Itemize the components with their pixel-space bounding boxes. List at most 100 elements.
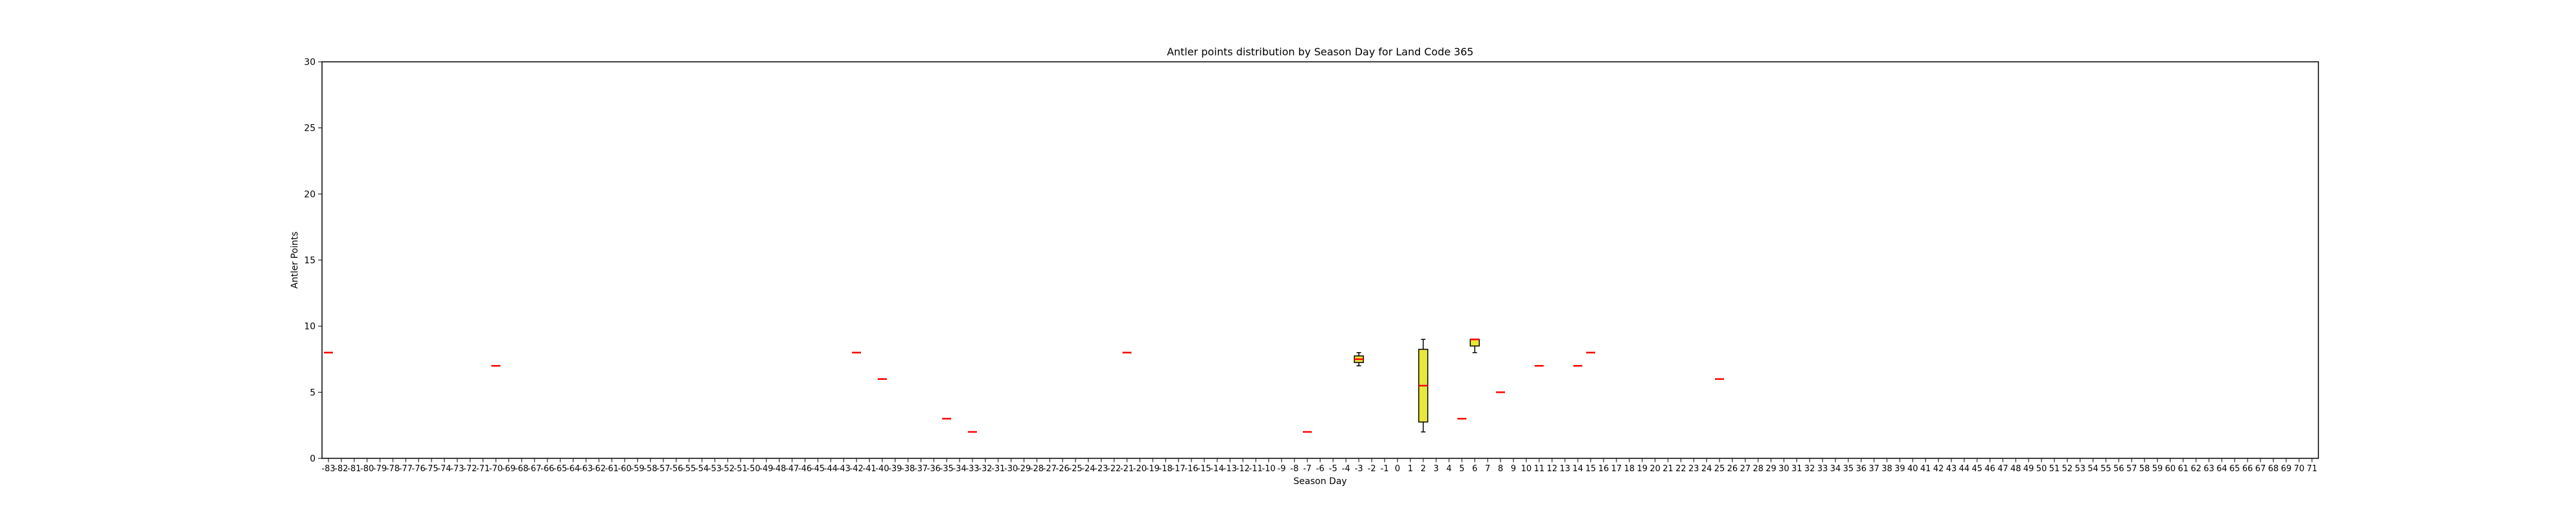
y-tick-label: 10 <box>304 322 316 332</box>
x-tick-label: -20 <box>1133 464 1146 474</box>
x-tick-label: -18 <box>1159 464 1172 474</box>
box-series <box>324 338 1724 433</box>
x-tick-label: -65 <box>553 464 567 474</box>
x-axis-label: Season Day <box>1294 476 1347 487</box>
x-tick-label: -51 <box>734 464 747 474</box>
x-tick-label: -11 <box>1249 464 1262 474</box>
x-tick-label: 56 <box>2114 464 2125 474</box>
x-tick-label: -66 <box>540 464 554 474</box>
x-tick-label: 30 <box>1779 464 1790 474</box>
x-tick-label: 11 <box>1534 464 1545 474</box>
y-tick-label: 30 <box>304 57 316 68</box>
x-tick-label: -79 <box>373 464 386 474</box>
x-tick-label: 68 <box>2268 464 2279 474</box>
x-tick-label: -6 <box>1316 464 1325 474</box>
x-tick-label: 61 <box>2178 464 2189 474</box>
x-tick-label: 3 <box>1434 464 1439 474</box>
x-tick-label: -81 <box>347 464 361 474</box>
x-tick-label: -56 <box>669 464 683 474</box>
x-tick-label: -12 <box>1236 464 1249 474</box>
x-tick-label: -54 <box>695 464 708 474</box>
x-tick-label: -53 <box>708 464 721 474</box>
x-tick-label: 70 <box>2294 464 2305 474</box>
x-tick-label: -48 <box>772 464 786 474</box>
x-tick-label: 55 <box>2101 464 2112 474</box>
x-tick-label: -30 <box>1004 464 1018 474</box>
x-tick-label: 65 <box>2230 464 2240 474</box>
x-tick-label: -32 <box>978 464 992 474</box>
y-axis-ticks: 0 5 10 15 20 25 30 <box>304 57 322 464</box>
x-tick-label: 9 <box>1511 464 1516 474</box>
x-tick-label: 35 <box>1843 464 1854 474</box>
x-tick-label: -41 <box>862 464 876 474</box>
x-tick-label: -23 <box>1094 464 1108 474</box>
x-tick-label: 2 <box>1421 464 1426 474</box>
x-tick-label: -80 <box>360 464 374 474</box>
x-tick-label: -45 <box>811 464 824 474</box>
x-tick-label: -83 <box>321 464 335 474</box>
x-tick-label: 52 <box>2062 464 2073 474</box>
x-tick-label: -49 <box>759 464 773 474</box>
x-tick-label: 44 <box>1959 464 1970 474</box>
x-tick-label: -25 <box>1068 464 1082 474</box>
x-tick-label: 36 <box>1856 464 1867 474</box>
x-tick-label: -63 <box>579 464 592 474</box>
x-tick-label: 23 <box>1689 464 1700 474</box>
x-tick-label: 43 <box>1946 464 1957 474</box>
x-tick-label: 26 <box>1727 464 1738 474</box>
x-tick-label: -24 <box>1081 464 1095 474</box>
x-tick-label: -62 <box>592 464 605 474</box>
x-tick-label: 39 <box>1895 464 1906 474</box>
x-tick-label: 66 <box>2242 464 2253 474</box>
x-tick-label: -82 <box>334 464 348 474</box>
x-tick-label: -69 <box>502 464 515 474</box>
x-tick-label: -35 <box>940 464 953 474</box>
x-tick-label: 54 <box>2088 464 2099 474</box>
x-tick-label: -33 <box>965 464 979 474</box>
x-tick-label: 28 <box>1753 464 1764 474</box>
x-tick-label: -37 <box>914 464 927 474</box>
x-tick-label: -28 <box>1030 464 1043 474</box>
x-tick-label: -75 <box>424 464 438 474</box>
y-tick-label: 15 <box>304 256 316 266</box>
x-tick-label: 46 <box>1985 464 1996 474</box>
x-tick-label: 62 <box>2191 464 2202 474</box>
x-tick-label: -27 <box>1043 464 1056 474</box>
x-tick-label: -57 <box>656 464 670 474</box>
x-tick-label: -64 <box>566 464 580 474</box>
x-tick-label: -31 <box>991 464 1005 474</box>
y-tick-label: 5 <box>310 388 316 398</box>
x-tick-label: -26 <box>1056 464 1069 474</box>
x-tick-label: 24 <box>1701 464 1712 474</box>
x-tick-label: -59 <box>630 464 644 474</box>
chart-title: Antler points distribution by Season Day… <box>1167 46 1473 58</box>
x-tick-label: -70 <box>489 464 502 474</box>
x-tick-label: 40 <box>1908 464 1918 474</box>
x-tick-label: 5 <box>1459 464 1464 474</box>
x-tick-label: -78 <box>386 464 399 474</box>
x-axis-ticks: -83-82-81-80-79-78-77-76-75-74-73-72-71-… <box>321 458 2317 474</box>
plot-area-frame <box>321 61 2319 459</box>
x-tick-label: -46 <box>798 464 811 474</box>
x-tick-label: -8 <box>1291 464 1299 474</box>
x-tick-label: 60 <box>2165 464 2176 474</box>
y-tick-label: 20 <box>304 189 316 200</box>
x-tick-label: 63 <box>2204 464 2215 474</box>
x-tick-label: -7 <box>1303 464 1312 474</box>
x-tick-label: -68 <box>515 464 528 474</box>
x-tick-label: -74 <box>437 464 451 474</box>
x-tick-label: -21 <box>1120 464 1133 474</box>
x-tick-label: -13 <box>1223 464 1236 474</box>
x-tick-label: 27 <box>1740 464 1751 474</box>
x-tick-label: -22 <box>1107 464 1121 474</box>
x-tick-label: -71 <box>476 464 489 474</box>
x-tick-label: -42 <box>849 464 863 474</box>
x-tick-label: 16 <box>1598 464 1609 474</box>
x-tick-label: -29 <box>1017 464 1030 474</box>
x-tick-label: 51 <box>2049 464 2060 474</box>
x-tick-label: -10 <box>1262 464 1275 474</box>
x-tick-label: 38 <box>1882 464 1893 474</box>
x-tick-label: 31 <box>1792 464 1803 474</box>
